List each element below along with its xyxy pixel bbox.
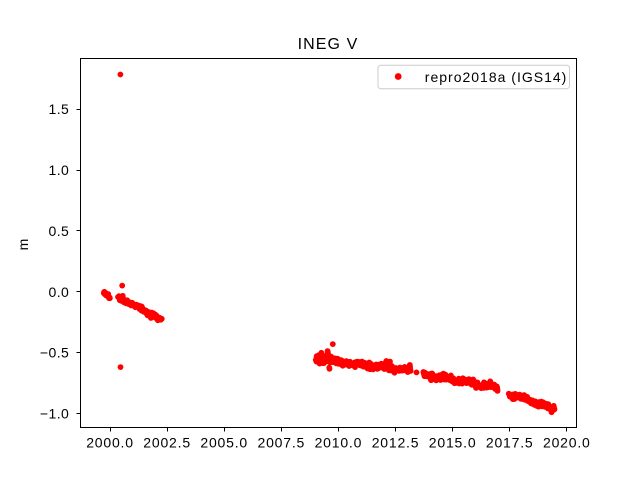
svg-text:2000.0: 2000.0 bbox=[86, 434, 134, 450]
svg-text:INEG V: INEG V bbox=[298, 36, 359, 53]
svg-text:2012.5: 2012.5 bbox=[372, 434, 420, 450]
svg-text:1.0: 1.0 bbox=[48, 162, 69, 178]
svg-text:2017.5: 2017.5 bbox=[486, 434, 534, 450]
svg-text:1.5: 1.5 bbox=[48, 101, 69, 117]
svg-text:2002.5: 2002.5 bbox=[143, 434, 191, 450]
svg-text:0.0: 0.0 bbox=[48, 284, 69, 300]
svg-text:0.5: 0.5 bbox=[48, 223, 69, 239]
svg-text:2005.0: 2005.0 bbox=[200, 434, 248, 450]
svg-text:2020.0: 2020.0 bbox=[543, 434, 591, 450]
svg-text:−0.5: −0.5 bbox=[40, 345, 69, 361]
svg-text:2007.5: 2007.5 bbox=[257, 434, 305, 450]
svg-text:2015.0: 2015.0 bbox=[429, 434, 477, 450]
svg-text:repro2018a (IGS14): repro2018a (IGS14) bbox=[425, 69, 568, 85]
svg-text:2010.0: 2010.0 bbox=[315, 434, 363, 450]
svg-text:m: m bbox=[15, 238, 31, 250]
svg-text:−1.0: −1.0 bbox=[40, 406, 69, 422]
